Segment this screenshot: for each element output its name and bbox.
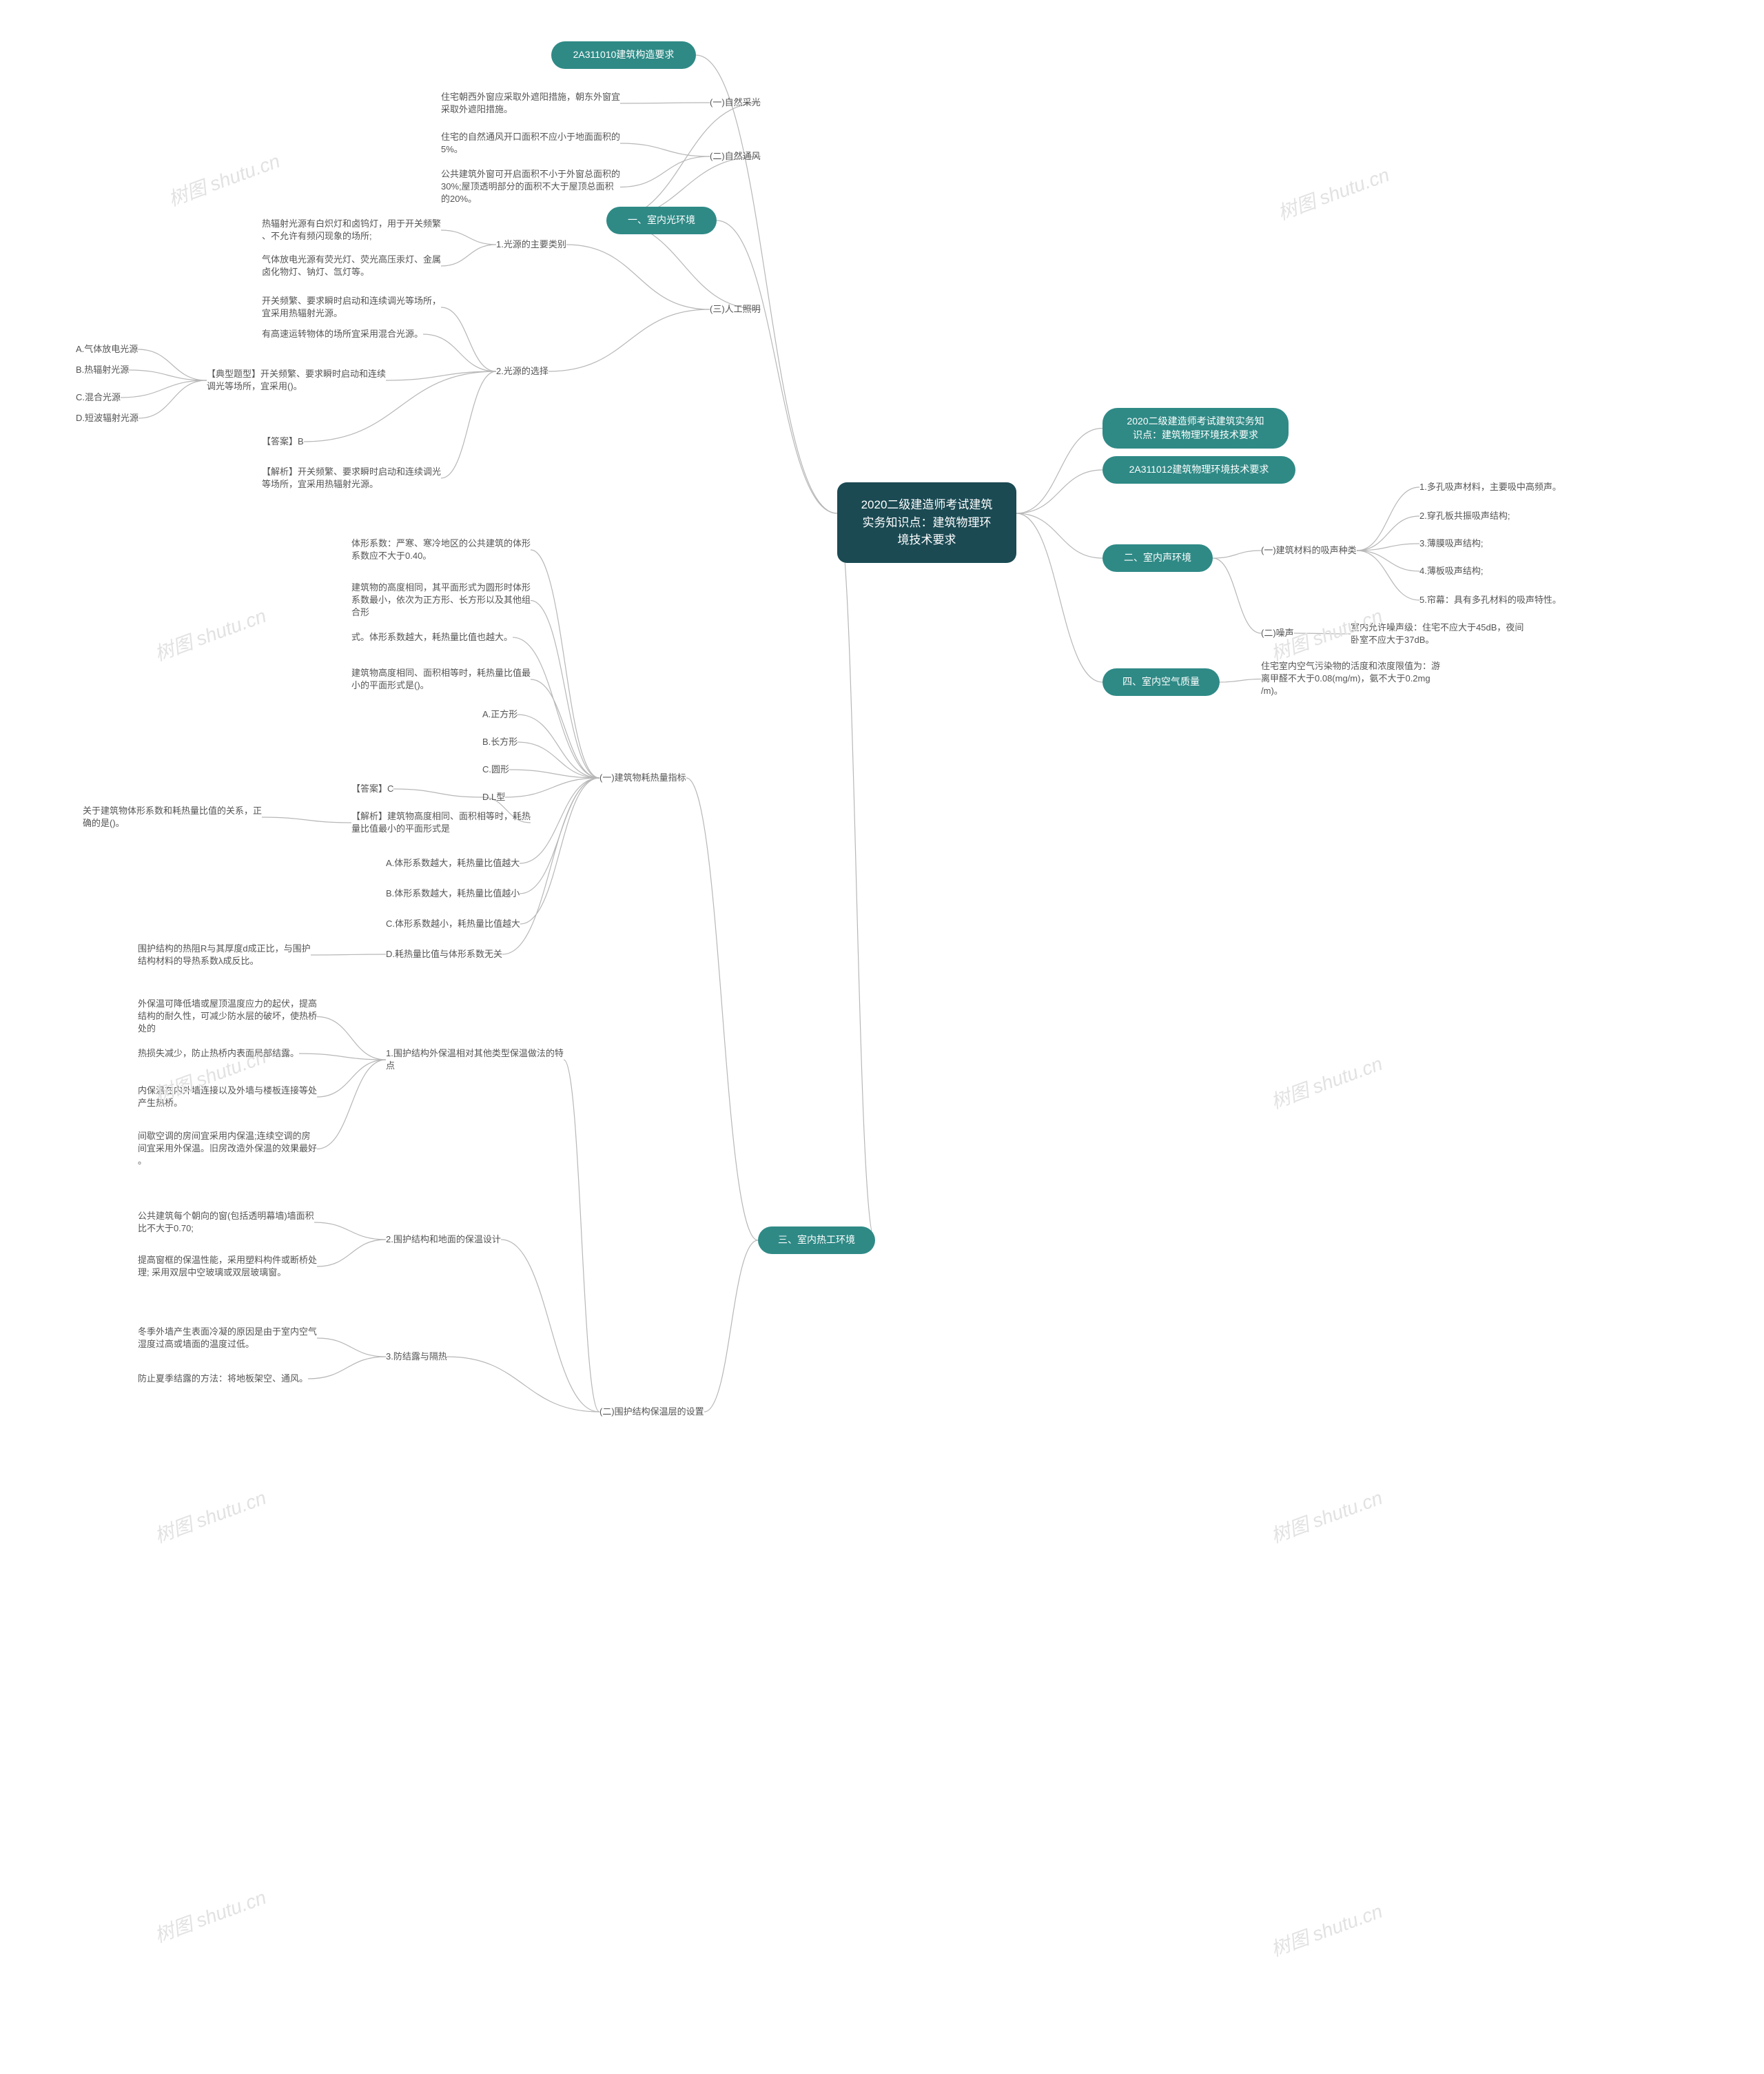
leaf-node: 围护结构的热阻R与其厚度d成正比，与围护结构材料的导热系数λ成反比。	[138, 943, 311, 967]
branch-node: 三、室内热工环境	[758, 1226, 875, 1254]
leaf-node: 冬季外墙产生表面冷凝的原因是由于室内空气湿度过高或墙面的温度过低。	[138, 1326, 317, 1351]
leaf-node: (二)自然通风	[710, 150, 761, 163]
leaf-node: 关于建筑物体形系数和耗热量比值的关系，正确的是()。	[83, 805, 262, 830]
leaf-node: C.圆形	[482, 763, 509, 776]
leaf-node: (一)自然采光	[710, 96, 761, 109]
leaf-node: A.气体放电光源	[76, 343, 138, 356]
leaf-node: 住宅的自然通风开口面积不应小于地面面积的5%。	[441, 131, 620, 156]
leaf-node: B.长方形	[482, 736, 517, 748]
branch-node: 二、室内声环境	[1102, 544, 1213, 572]
leaf-node: A.体形系数越大，耗热量比值越大	[386, 857, 520, 870]
leaf-node: D.耗热量比值与体形系数无关	[386, 948, 502, 961]
leaf-node: 2.围护结构和地面的保温设计	[386, 1233, 501, 1246]
leaf-node: 1.光源的主要类别	[496, 238, 566, 251]
leaf-node: 3.薄膜吸声结构;	[1419, 537, 1483, 550]
leaf-node: 热损失减少，防止热桥内表面局部结露。	[138, 1047, 299, 1060]
leaf-node: 3.防结露与隔热	[386, 1351, 447, 1363]
root-node: 2020二级建造师考试建筑实务知识点：建筑物理环境技术要求	[837, 482, 1016, 563]
leaf-node: 建筑物高度相同、面积相等时，耗热量比值最小的平面形式是()。	[351, 667, 531, 692]
leaf-node: 间歇空调的房间宜采用内保温;连续空调的房间宜采用外保温。旧房改造外保温的效果最好…	[138, 1130, 317, 1168]
leaf-node: 有高速运转物体的场所宜采用混合光源。	[262, 328, 423, 340]
leaf-node: B.体形系数越大，耗热量比值越小	[386, 887, 520, 900]
leaf-node: 公共建筑外窗可开启面积不小于外窗总面积的30%;屋顶透明部分的面积不大于屋顶总面…	[441, 168, 620, 206]
leaf-node: (二)噪声	[1261, 627, 1294, 639]
leaf-node: 外保温可降低墙或屋顶温度应力的起伏，提高结构的耐久性，可减少防水层的破坏，使热桥…	[138, 998, 317, 1036]
leaf-node: 住宅室内空气污染物的活度和浓度限值为：游离甲醛不大于0.08(mg/m)，氨不大…	[1261, 660, 1440, 698]
leaf-node: 【解析】建筑物高度相同、面积相等时，耗热量比值最小的平面形式是	[351, 810, 531, 835]
leaf-node: (一)建筑材料的吸声种类	[1261, 544, 1357, 557]
leaf-node: 建筑物的高度相同，其平面形式为圆形时体形系数最小，依次为正方形、长方形以及其他组…	[351, 582, 531, 619]
leaf-node: 提高窗框的保温性能，采用塑料构件或断桥处理; 采用双层中空玻璃或双层玻璃窗。	[138, 1254, 317, 1279]
leaf-node: 开关频繁、要求瞬时启动和连续调光等场所，宜采用热辐射光源。	[262, 295, 441, 320]
leaf-node: 2.穿孔板共振吸声结构;	[1419, 510, 1510, 522]
leaf-node: D.短波辐射光源	[76, 412, 139, 424]
leaf-node: 【答案】C	[351, 783, 393, 795]
leaf-node: B.热辐射光源	[76, 364, 129, 376]
branch-node: 2A311010建筑构造要求	[551, 41, 696, 69]
branch-node: 一、室内光环境	[606, 207, 717, 234]
leaf-node: 内保温在内外墙连接以及外墙与楼板连接等处产生热桥。	[138, 1085, 317, 1109]
leaf-node: 4.薄板吸声结构;	[1419, 565, 1483, 577]
leaf-node: 【答案】B	[262, 435, 304, 448]
leaf-node: 住宅朝西外窗应采取外遮阳措施，朝东外窗宜采取外遮阳措施。	[441, 91, 620, 116]
leaf-node: D.L型	[482, 791, 505, 803]
branch-node: 2A311012建筑物理环境技术要求	[1102, 456, 1295, 484]
leaf-node: 气体放电光源有荧光灯、荧光高压汞灯、金属卤化物灯、钠灯、氙灯等。	[262, 254, 441, 278]
leaf-node: (三)人工照明	[710, 303, 761, 316]
leaf-node: A.正方形	[482, 708, 517, 721]
leaf-node: 【解析】开关频繁、要求瞬时启动和连续调光等场所，宜采用热辐射光源。	[262, 466, 441, 491]
leaf-node: (二)围护结构保温层的设置	[599, 1406, 704, 1418]
leaf-node: 5.帘幕：具有多孔材料的吸声特性。	[1419, 594, 1561, 606]
leaf-node: 1.多孔吸声材料，主要吸中高频声。	[1419, 481, 1561, 493]
leaf-node: 体形系数：严寒、寒冷地区的公共建筑的体形系数应不大于0.40。	[351, 537, 531, 562]
leaf-node: 1.围护结构外保温相对其他类型保温做法的特点	[386, 1047, 564, 1072]
leaf-node: 公共建筑每个朝向的窗(包括透明幕墙)墙面积比不大于0.70;	[138, 1210, 314, 1235]
leaf-node: 防止夏季结露的方法：将地板架空、通风。	[138, 1373, 308, 1385]
leaf-node: (一)建筑物耗热量指标	[599, 772, 686, 784]
branch-node: 2020二级建造师考试建筑实务知识点：建筑物理环境技术要求	[1102, 408, 1289, 449]
branch-node: 四、室内空气质量	[1102, 668, 1220, 696]
leaf-node: C.体形系数越小，耗热量比值越大	[386, 918, 520, 930]
leaf-node: 室内允许噪声级：住宅不应大于45dB，夜间卧室不应大于37dB。	[1351, 622, 1524, 646]
leaf-node: C.混合光源	[76, 391, 121, 404]
leaf-node: 2.光源的选择	[496, 365, 548, 378]
leaf-node: 【典型题型】开关频繁、要求瞬时启动和连续调光等场所，宜采用()。	[207, 368, 386, 393]
leaf-node: 热辐射光源有白炽灯和卤钨灯，用于开关频繁、不允许有频闪现象的场所;	[262, 218, 441, 243]
leaf-node: 式。体形系数越大，耗热量比值也越大。	[351, 631, 513, 644]
